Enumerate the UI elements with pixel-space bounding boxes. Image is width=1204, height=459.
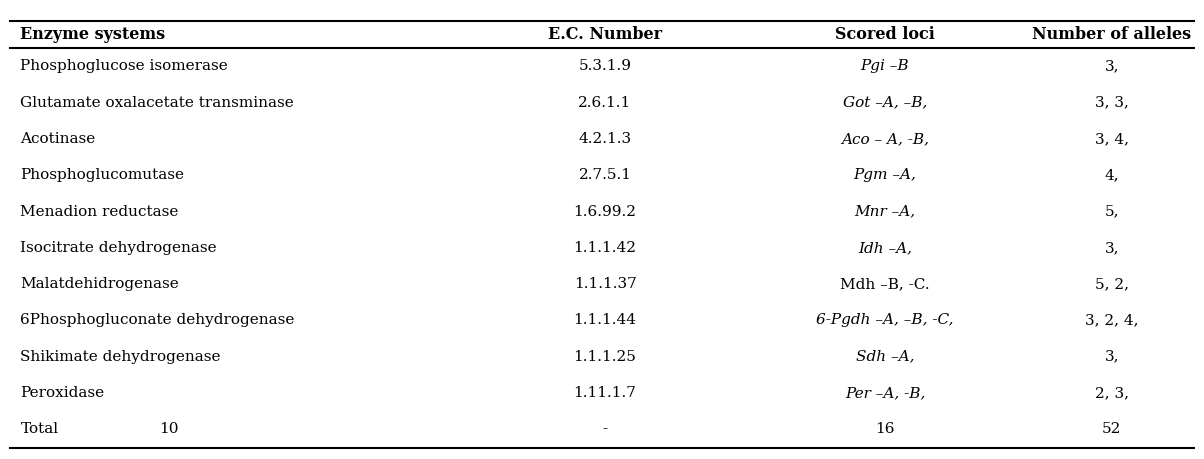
Text: Mnr –A,: Mnr –A, [855,205,915,218]
Text: Pgi –B: Pgi –B [861,59,909,73]
Text: Phosphoglucomutase: Phosphoglucomutase [20,168,184,182]
Text: 4.2.1.3: 4.2.1.3 [578,132,632,146]
Text: 3, 3,: 3, 3, [1094,95,1129,110]
Text: 3, 2, 4,: 3, 2, 4, [1085,313,1139,327]
Text: 5,: 5, [1104,205,1120,218]
Text: Aco – A, -B,: Aco – A, -B, [840,132,929,146]
Text: Scored loci: Scored loci [836,26,934,43]
Text: 4,: 4, [1104,168,1120,182]
Text: Enzyme systems: Enzyme systems [20,26,166,43]
Text: Malatdehidrogenase: Malatdehidrogenase [20,277,179,291]
Text: 1.11.1.7: 1.11.1.7 [573,386,637,400]
Text: 1.1.1.42: 1.1.1.42 [573,241,637,255]
Text: Per –A, -B,: Per –A, -B, [845,386,925,400]
Text: 5.3.1.9: 5.3.1.9 [578,59,632,73]
Text: 1.1.1.37: 1.1.1.37 [573,277,637,291]
Text: 3, 4,: 3, 4, [1094,132,1129,146]
Text: 6Phosphogluconate dehydrogenase: 6Phosphogluconate dehydrogenase [20,313,295,327]
Text: E.C. Number: E.C. Number [548,26,662,43]
Text: Sdh –A,: Sdh –A, [856,350,914,364]
Text: 3,: 3, [1104,350,1120,364]
Text: Menadion reductase: Menadion reductase [20,205,179,218]
Text: -: - [602,422,608,437]
Text: 10: 10 [159,422,178,437]
Text: 3,: 3, [1104,59,1120,73]
Text: 2, 3,: 2, 3, [1094,386,1129,400]
Text: 1.1.1.25: 1.1.1.25 [573,350,637,364]
Text: 6-Pgdh –A, –B, -C,: 6-Pgdh –A, –B, -C, [816,313,954,327]
Text: Total: Total [20,422,59,437]
Text: Shikimate dehydrogenase: Shikimate dehydrogenase [20,350,222,364]
Text: 2.7.5.1: 2.7.5.1 [578,168,632,182]
Text: Isocitrate dehydrogenase: Isocitrate dehydrogenase [20,241,217,255]
Text: Number of alleles: Number of alleles [1032,26,1192,43]
Text: 52: 52 [1102,422,1122,437]
Text: 16: 16 [875,422,895,437]
Text: 1.6.99.2: 1.6.99.2 [573,205,637,218]
Text: Peroxidase: Peroxidase [20,386,105,400]
Text: Pgm –A,: Pgm –A, [854,168,916,182]
Text: Mdh –B, -C.: Mdh –B, -C. [840,277,929,291]
Text: Got –A, –B,: Got –A, –B, [843,95,927,110]
Text: 3,: 3, [1104,241,1120,255]
Text: Idh –A,: Idh –A, [858,241,911,255]
Text: Acotinase: Acotinase [20,132,96,146]
Text: 1.1.1.44: 1.1.1.44 [573,313,637,327]
Text: 2.6.1.1: 2.6.1.1 [578,95,632,110]
Text: Glutamate oxalacetate transminase: Glutamate oxalacetate transminase [20,95,294,110]
Text: 5, 2,: 5, 2, [1094,277,1129,291]
Text: Phosphoglucose isomerase: Phosphoglucose isomerase [20,59,229,73]
